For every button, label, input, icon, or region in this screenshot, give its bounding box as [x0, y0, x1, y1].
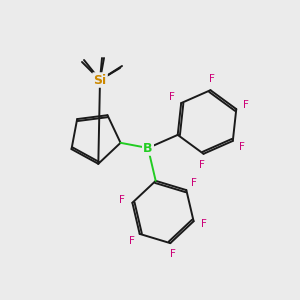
Text: F: F [129, 236, 135, 246]
Text: F: F [170, 249, 176, 259]
Text: F: F [119, 195, 125, 205]
Text: F: F [201, 219, 207, 230]
Text: F: F [169, 92, 175, 102]
Text: Si: Si [93, 74, 106, 86]
Text: F: F [200, 160, 205, 170]
Text: F: F [191, 178, 197, 188]
Text: B: B [143, 142, 153, 154]
Text: F: F [243, 100, 249, 110]
Text: F: F [239, 142, 244, 152]
Text: F: F [209, 74, 214, 84]
Text: Si: Si [93, 74, 106, 86]
